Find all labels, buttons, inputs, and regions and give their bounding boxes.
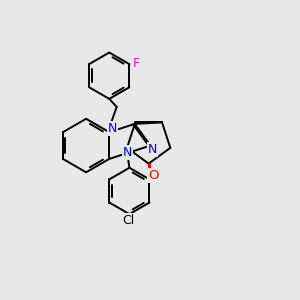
Text: N: N <box>123 146 132 158</box>
Text: O: O <box>148 169 158 182</box>
Text: N: N <box>107 122 117 135</box>
Text: Cl: Cl <box>123 214 135 227</box>
Text: N: N <box>148 143 157 156</box>
Text: F: F <box>132 57 140 70</box>
